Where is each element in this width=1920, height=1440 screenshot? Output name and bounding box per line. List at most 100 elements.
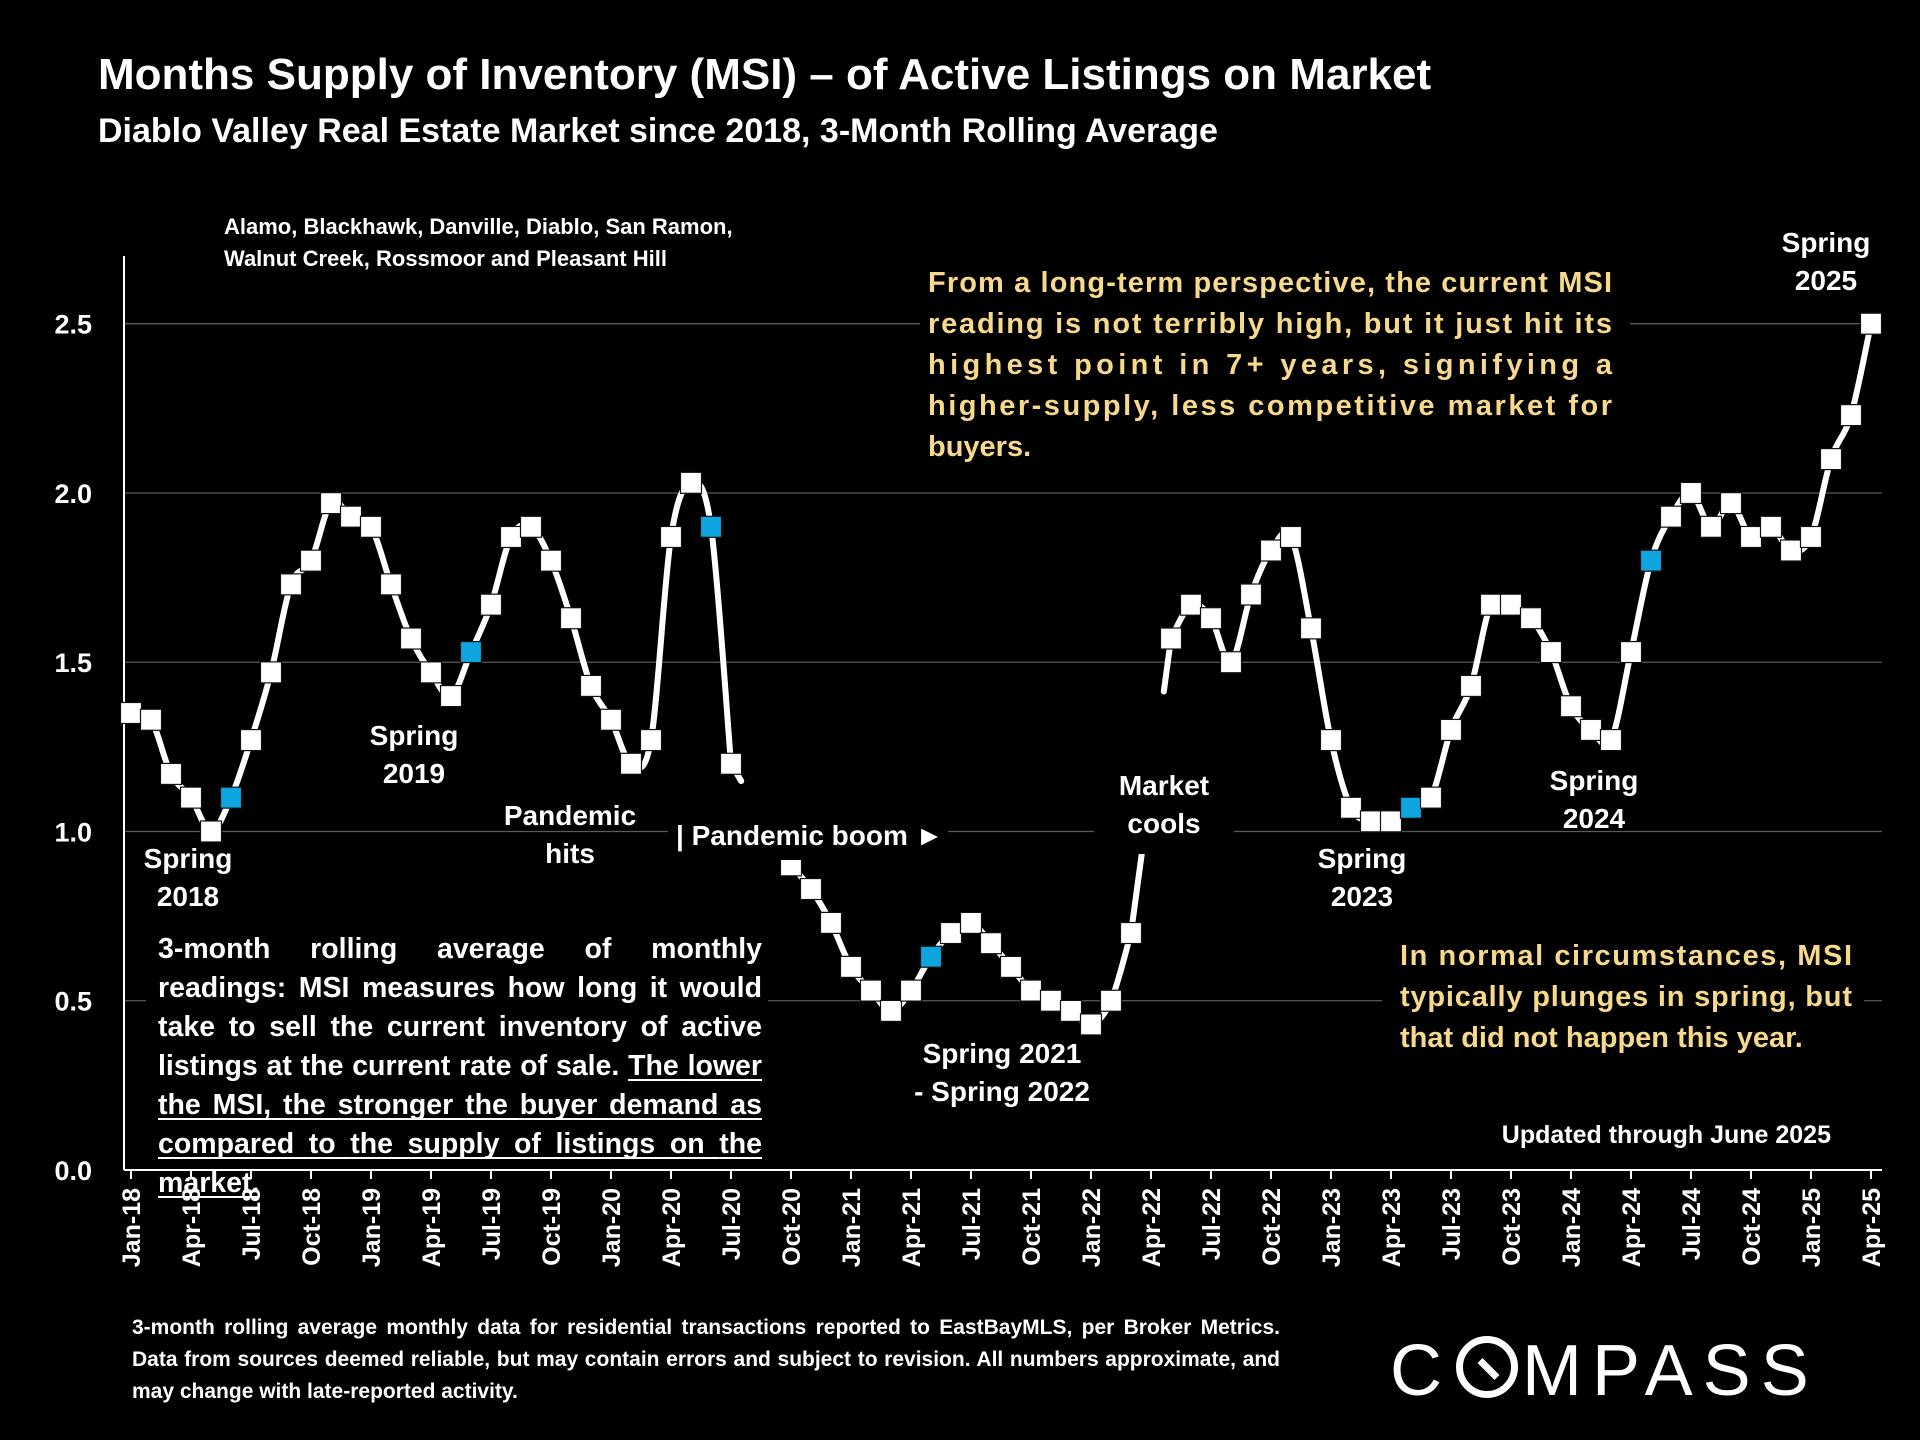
- data-point: [279, 573, 303, 596]
- note-normal-spring-line: that did not happen this year.: [1400, 1022, 1803, 1054]
- data-point: [719, 752, 743, 775]
- data-point: [499, 525, 523, 549]
- x-tick-label: Jan-21: [838, 1188, 866, 1267]
- explanation-word: stronger: [338, 1089, 454, 1121]
- explanation-word: the: [465, 1089, 508, 1121]
- explanation-word: rate: [459, 1050, 511, 1082]
- explanation-word: of: [520, 1050, 547, 1082]
- areas-label: Alamo, Blackhawk, Danville, Diablo, San …: [224, 214, 733, 271]
- explanation-word: The: [628, 1050, 679, 1082]
- x-tick-label: Jan-24: [1558, 1188, 1586, 1267]
- explanation-word: listings: [556, 1128, 656, 1160]
- data-point: [1199, 607, 1223, 630]
- y-tick-label: 0.0: [54, 1156, 92, 1186]
- x-tick-label: Jul-20: [718, 1188, 746, 1260]
- data-point: [139, 708, 163, 731]
- data-point: [539, 549, 563, 572]
- data-point: [1779, 539, 1803, 562]
- spring-marker: [1399, 796, 1423, 819]
- explanation-word: the: [350, 1128, 393, 1160]
- explanation-word: of: [585, 933, 612, 965]
- note-normal-spring-line: In normal circumstances, MSI: [1400, 940, 1852, 972]
- data-point: [999, 955, 1023, 978]
- explanation-word: sale.: [556, 1050, 619, 1082]
- label-mask: [1094, 766, 1234, 854]
- x-tick-label: Apr-18: [178, 1188, 206, 1267]
- explanation-word: to: [229, 1011, 256, 1043]
- label-mask: [920, 262, 1630, 428]
- label-spring-2023: Spring 2023: [1318, 843, 1407, 912]
- data-point: [559, 607, 583, 630]
- note-long-term: From a long-term perspective, the curren…: [928, 267, 1613, 463]
- x-tick-label: Apr-22: [1138, 1188, 1166, 1267]
- data-point: [299, 549, 323, 572]
- logo-letter-c: C: [1390, 1331, 1452, 1411]
- explanation-word: supply: [408, 1128, 500, 1160]
- data-point: [959, 911, 983, 934]
- data-point: [239, 728, 263, 752]
- data-point: [879, 999, 903, 1022]
- explanation-word: the: [301, 1050, 344, 1082]
- explanation-word: to: [309, 1128, 336, 1160]
- x-tick-label: Jan-20: [598, 1188, 626, 1267]
- data-point: [1839, 404, 1863, 427]
- label-spring-2024: Spring 2024: [1550, 765, 1639, 834]
- data-point: [1099, 989, 1123, 1012]
- x-tick-label: Jul-19: [478, 1188, 506, 1260]
- data-point: [1359, 810, 1383, 833]
- data-point: [159, 762, 183, 786]
- x-tick-label: Oct-21: [1018, 1188, 1046, 1266]
- data-point: [1699, 515, 1723, 538]
- explanation-word: lower: [688, 1050, 762, 1082]
- label-mask: [146, 928, 768, 1160]
- data-point: [1719, 492, 1743, 515]
- spring-marker: [699, 515, 723, 538]
- explanation-word: active: [681, 1011, 762, 1043]
- y-tick-label: 0.5: [54, 987, 92, 1017]
- compass-logo-icon: [1456, 1336, 1518, 1398]
- data-point: [199, 820, 223, 843]
- data-point: [1599, 728, 1623, 752]
- chart-subtitle: Diablo Valley Real Estate Market since 2…: [98, 112, 1218, 150]
- data-point: [1539, 640, 1563, 664]
- x-tick-label: Jan-18: [118, 1188, 146, 1267]
- logo-letters: MPASS: [1522, 1331, 1819, 1411]
- data-point: [899, 979, 923, 1002]
- data-point: [1739, 525, 1763, 549]
- explanation-word: the: [330, 1011, 373, 1043]
- data-point: [519, 515, 543, 538]
- data-point: [419, 661, 443, 684]
- data-point: [1439, 718, 1463, 742]
- data-point: [1759, 515, 1783, 538]
- data-point: [1339, 796, 1363, 819]
- x-tick-label: Jul-22: [1198, 1188, 1226, 1260]
- data-point: [979, 932, 1003, 955]
- explanation-word: MSI: [299, 972, 350, 1004]
- explanation-word: of: [641, 1011, 668, 1043]
- explanation-word: at: [267, 1050, 293, 1082]
- x-tick-label: Jan-25: [1798, 1188, 1826, 1267]
- data-point: [359, 515, 383, 538]
- x-tick-label: Apr-24: [1618, 1188, 1646, 1267]
- data-point: [1319, 728, 1343, 752]
- explanation-word: 3-month: [158, 933, 270, 965]
- data-point: [379, 573, 403, 596]
- x-tick-label: Jul-21: [958, 1188, 986, 1260]
- explanation-word: would: [679, 972, 762, 1004]
- data-point: [1659, 505, 1683, 528]
- data-point: [1559, 695, 1583, 718]
- data-point: [659, 525, 683, 549]
- label-spring-2025: Spring 2025: [1782, 227, 1871, 296]
- label-pandemic-hits: Pandemic hits: [504, 800, 636, 869]
- y-tick-label: 1.0: [54, 817, 92, 847]
- data-point: [1079, 1013, 1103, 1036]
- data-point: [1859, 312, 1883, 335]
- label-pandemic-boom: | Pandemic boom ►: [676, 820, 943, 851]
- data-point: [1219, 651, 1243, 674]
- x-tick-label: Apr-20: [658, 1188, 686, 1267]
- y-tick-label: 2.0: [54, 479, 92, 509]
- explanation-word: listings: [158, 1050, 258, 1082]
- data-point: [1019, 979, 1043, 1002]
- compass-logo: C MPASS: [1390, 1330, 1819, 1412]
